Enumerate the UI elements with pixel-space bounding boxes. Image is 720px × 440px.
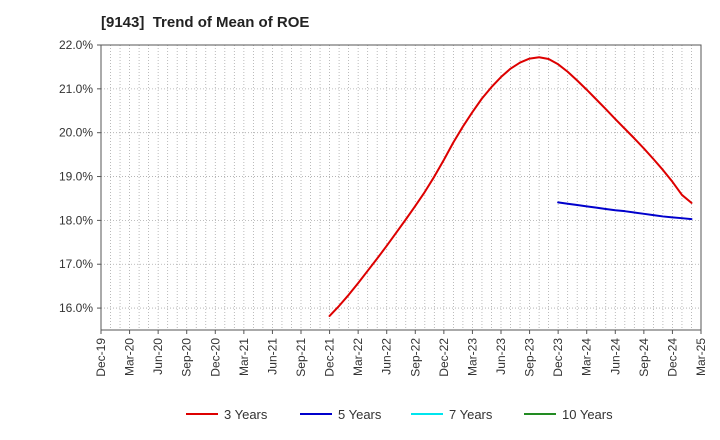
x-tick-label: Mar-20 xyxy=(123,338,137,376)
x-tick-label: Jun-21 xyxy=(265,338,279,375)
y-tick-label: 18.0% xyxy=(59,213,93,227)
series-line-5-years xyxy=(557,201,693,221)
y-tick-label: 22.0% xyxy=(59,38,93,52)
legend-label-10-years: 10 Years xyxy=(562,407,613,422)
x-tick-label: Sep-21 xyxy=(294,338,308,377)
x-tick-label: Sep-20 xyxy=(180,338,194,377)
x-tick-label: Jun-22 xyxy=(380,338,394,375)
legend-label-7-years: 7 Years xyxy=(449,407,493,422)
x-tick-label: Dec-20 xyxy=(208,338,222,377)
y-tick-label: 20.0% xyxy=(59,126,93,140)
x-tick-label: Jun-24 xyxy=(608,338,622,375)
chart-title: [9143] Trend of Mean of ROE xyxy=(101,14,310,31)
series-line-3-years xyxy=(328,56,693,317)
legend-label-3-years: 3 Years xyxy=(224,407,268,422)
y-tick-label: 19.0% xyxy=(59,170,93,184)
y-tick-label: 16.0% xyxy=(59,301,93,315)
x-tick-label: Dec-23 xyxy=(551,338,565,377)
x-tick-label: Mar-22 xyxy=(351,338,365,376)
x-tick-label: Jun-23 xyxy=(494,338,508,375)
x-tick-label: Dec-22 xyxy=(437,338,451,377)
x-tick-label: Sep-22 xyxy=(408,338,422,377)
x-tick-label: Mar-23 xyxy=(465,338,479,376)
x-tick-label: Dec-24 xyxy=(665,338,679,377)
x-tick-label: Sep-24 xyxy=(637,338,651,377)
x-tick-label: Mar-25 xyxy=(694,338,708,376)
x-tick-label: Mar-24 xyxy=(580,338,594,376)
x-tick-label: Dec-19 xyxy=(94,338,108,377)
y-tick-label: 21.0% xyxy=(59,82,93,96)
plot-area xyxy=(100,44,702,331)
x-tick-label: Mar-21 xyxy=(237,338,251,376)
legend-label-5-years: 5 Years xyxy=(338,407,382,422)
y-tick-label: 17.0% xyxy=(59,257,93,271)
x-tick-label: Dec-21 xyxy=(323,338,337,377)
x-tick-label: Sep-23 xyxy=(523,338,537,377)
x-tick-label: Jun-20 xyxy=(151,338,165,375)
